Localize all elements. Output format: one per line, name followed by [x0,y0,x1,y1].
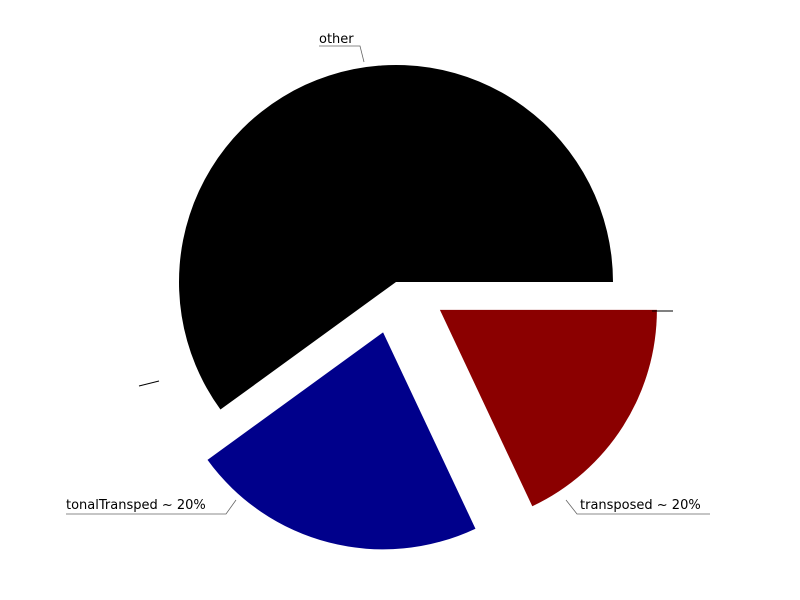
pie-slice-tonaltransped [439,309,657,507]
pie-labels: other transposed ~ 20% tonalTransped ~ 2… [66,32,710,515]
stray-mark-left [138,380,160,387]
pie-slice-transposed [207,332,476,550]
slice-label-transposed: transposed ~ 20% [580,498,701,513]
slice-label-tonaltransped: tonalTransped ~ 20% [66,498,206,513]
leader-line-tonaltransped [66,499,237,515]
leader-line-transposed [565,499,710,515]
pie-slice-other [178,65,613,410]
leader-line-other [319,45,365,63]
slice-label-other: other [319,32,354,47]
pie-slices [178,65,657,550]
